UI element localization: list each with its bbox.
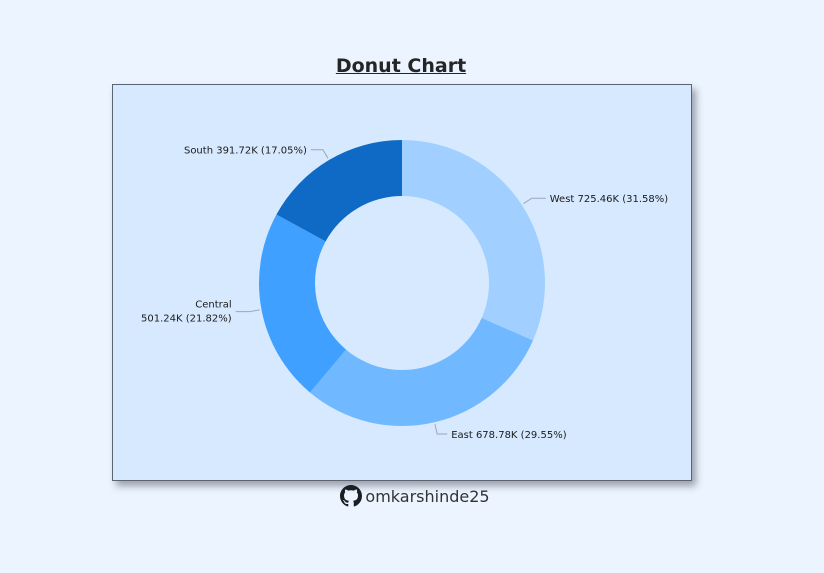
donut-slice-central <box>259 214 347 393</box>
label-leader-south <box>310 149 329 159</box>
chart-title: Donut Chart <box>335 55 467 77</box>
label-leader-east <box>434 424 448 435</box>
slice-label-central: Central 501.24K (21.82%) <box>141 300 232 325</box>
slice-label-west: West 725.46K (31.58%) <box>550 194 669 205</box>
label-leader-central <box>235 309 260 313</box>
donut-slice-west <box>402 140 545 341</box>
footer-handle: omkarshinde25 <box>365 486 490 506</box>
donut-chart: West 725.46K (31.58%) East 678.78K (29.55… <box>141 140 669 441</box>
chart-plot-area: West 725.46K (31.58%) East 678.78K (29.55… <box>112 84 692 481</box>
slice-label-east: East 678.78K (29.55%) <box>451 430 567 441</box>
github-icon <box>340 485 363 507</box>
footer: omkarshinde25 <box>0 485 824 507</box>
donut-slice-south <box>276 140 402 242</box>
label-leader-west <box>523 197 546 205</box>
donut-slice-east <box>309 317 533 426</box>
slice-label-south: South 391.72K (17.05%) <box>184 146 307 157</box>
